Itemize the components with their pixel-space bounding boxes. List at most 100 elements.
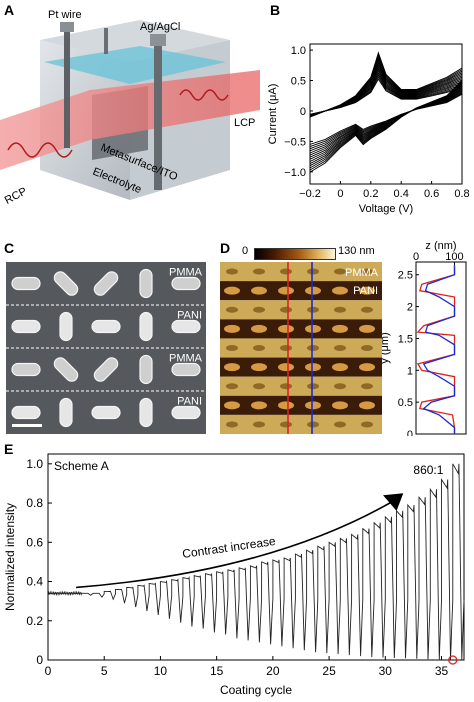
afm-pmma-band [220, 262, 382, 282]
nanorod [171, 319, 201, 334]
contrast-increase-label: Contrast increase [181, 534, 276, 561]
afm-pmma-band [220, 414, 382, 434]
e-ytick-label: 0.4 [26, 575, 43, 589]
afm-feature [305, 286, 321, 295]
afm-feature [224, 363, 240, 372]
afm-feature [334, 268, 346, 275]
afm-label-pmma: PMMA [345, 267, 379, 279]
afm-feature [224, 286, 240, 295]
afm-feature [334, 306, 346, 313]
pt-wire-label: Pt wire [48, 9, 82, 21]
afm-feature [332, 363, 348, 372]
nanorod [53, 357, 79, 382]
nanorod [171, 276, 201, 291]
nanorod [171, 362, 201, 377]
nanorod [11, 276, 41, 291]
cv-xlabel: Voltage (V) [359, 203, 413, 215]
scheme-label: Scheme A [54, 459, 109, 473]
e-xtick-label: 30 [379, 664, 393, 678]
cv-cycle-curve [309, 78, 463, 146]
ag-agcl-cap [150, 34, 166, 46]
cv-ytick-label: 1.0 [291, 45, 306, 57]
e-intensity-trace [47, 463, 465, 660]
cv-cycle-curve [309, 63, 463, 161]
sem-image: PMMA PANI PMMA PANI [6, 262, 206, 434]
afm-feature [253, 421, 265, 428]
ag-agcl-electrode [154, 40, 162, 190]
afm-feature [280, 383, 292, 390]
afm-feature [361, 268, 373, 275]
profile-xlabel: z (nm) [425, 240, 456, 252]
nanorod [139, 311, 153, 342]
e-ytick-label: 0.6 [26, 535, 43, 549]
cv-ytick-label: −1.0 [284, 167, 306, 179]
profile-xtick-label: 100 [445, 251, 463, 263]
scale-bar [12, 424, 42, 427]
afm-feature [307, 345, 319, 351]
contrast-arrow-head [383, 493, 404, 511]
afm-feature [307, 383, 319, 390]
panel-c-sem: C PMMA PANI PMMA PANI [0, 240, 210, 435]
panel-e-letter: E [4, 441, 13, 457]
nanorod [59, 397, 73, 428]
afm-feature [226, 306, 238, 313]
afm-pmma-band [220, 300, 382, 320]
cell-top-face [40, 20, 230, 62]
pt-wire-cap [60, 22, 74, 32]
rcp-helix [7, 142, 73, 158]
nanorod [11, 319, 41, 334]
panel-a-illustration: A Pt wire Ag/AgCl LCP RCP Metasurface/IT… [0, 2, 260, 207]
electrolyte-band [44, 46, 226, 84]
cv-cycle-curve [309, 53, 463, 171]
cv-ylabel: Current (μA) [267, 84, 279, 145]
cv-xtick-label: 0.2 [363, 188, 378, 200]
nanorod [11, 362, 41, 377]
afm-feature [278, 363, 294, 372]
e-ylabel: Normalized intensity [3, 503, 17, 611]
ag-agcl-label: Ag/AgCl [140, 21, 180, 33]
cv-xtick-label: 0.6 [424, 188, 439, 200]
afm-feature [332, 286, 348, 295]
profile-xtick-label: 0 [413, 251, 419, 263]
afm-feature [278, 401, 294, 410]
afm-feature [278, 324, 294, 333]
panel-c-letter: C [4, 240, 15, 256]
afm-feature [359, 286, 375, 295]
e-xtick-label: 5 [101, 664, 108, 678]
cv-cycle-curve [309, 74, 463, 150]
sem-row-label: PMMA [169, 353, 203, 365]
afm-feature [361, 306, 373, 313]
e-xtick-label: 15 [210, 664, 224, 678]
nanorod [59, 311, 73, 342]
cv-cycle-curve [309, 65, 463, 158]
profile-ytick-label: 1 [407, 365, 413, 377]
afm-feature [361, 345, 373, 351]
afm-feature [332, 324, 348, 333]
nanorod [53, 271, 79, 296]
panel-e-intensity-chart: E 0 5 10 15 20 25 30 35 1.0 0.8 0.6 0.4 0.2 0 Coating … [3, 441, 465, 697]
afm-feature [359, 401, 375, 410]
e-xtick-label: 25 [322, 664, 336, 678]
afm-pmma-band [220, 338, 382, 358]
minimum-marker [448, 655, 458, 665]
afm-feature [305, 363, 321, 372]
cv-cycle-curve [309, 70, 463, 154]
afm-feature [307, 306, 319, 313]
cv-cycle-curve [309, 72, 463, 152]
afm-feature [307, 268, 319, 275]
cv-xtick-label: −0.2 [299, 188, 321, 200]
cv-cycle-curve [309, 59, 463, 165]
afm-feature [226, 383, 238, 390]
panel-d-afm: D 0 130 nm PMMA PANI z (nm) 0 100 2.5 2 1.5 1 0.… [214, 240, 474, 436]
panel-b-letter: B [270, 2, 280, 18]
afm-pani-band [220, 281, 382, 301]
afm-pani-band [220, 319, 382, 339]
afm-feature [253, 383, 265, 390]
sem-row-label: PANI [177, 396, 202, 408]
e-ytick-label: 0.2 [26, 614, 43, 628]
afm-feature [253, 306, 265, 313]
afm-feature [251, 286, 267, 295]
profile-ytick-label: 1.5 [398, 333, 413, 345]
nanorod [93, 357, 119, 382]
nanorod [139, 397, 153, 428]
